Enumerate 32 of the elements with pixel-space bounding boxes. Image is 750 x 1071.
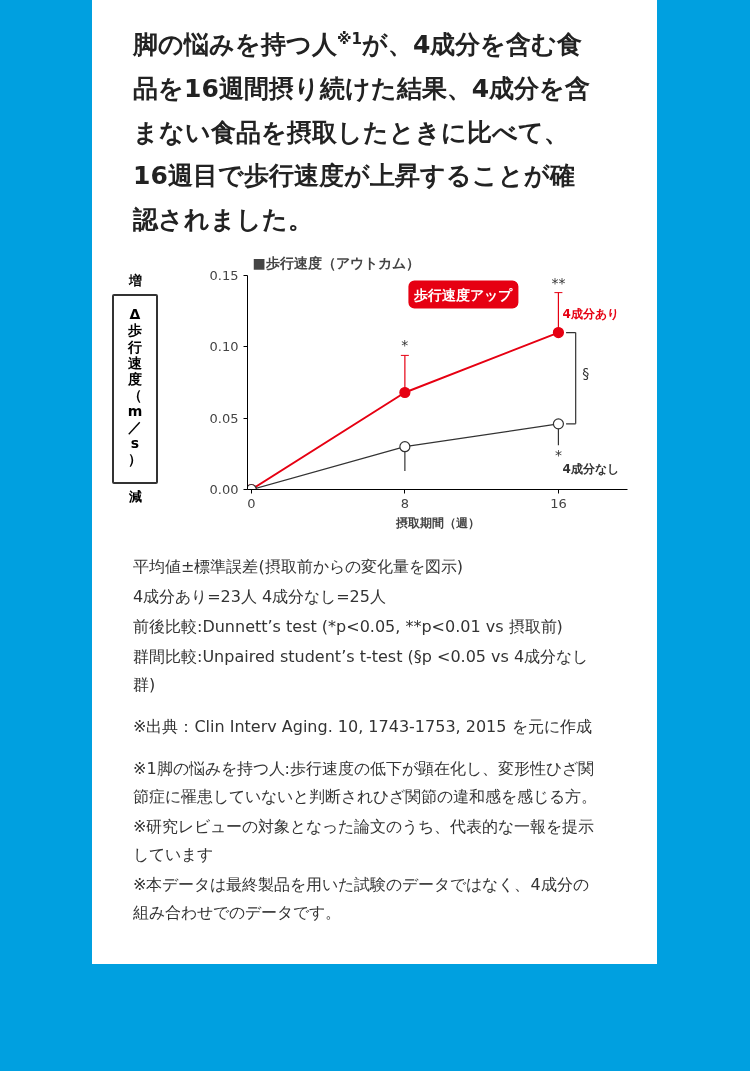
text: 群間比較:Unpaired student’s t-test (§p <0.05 vs 4成分なし群) (133, 645, 590, 696)
text: ※1脚の悩みを持つ人:歩行速度の低下が顕在化し、変形性ひざ関節症に罹患していないと判断されひざ関節の違和感を感じる方。 (133, 757, 597, 808)
text: 増 (127, 271, 143, 290)
x-tick-label: 0 (247, 495, 256, 511)
x-axis-title: 摂取期間（週） (394, 515, 480, 530)
x-tick-label: 16 (550, 495, 567, 511)
series-label: 4成分あり (562, 306, 619, 321)
text: ※本データは最終製品を用いた試験のデータではなく、4成分の組み合わせでのデータです。 (133, 873, 590, 924)
y-tick-label: 0.10 (209, 339, 239, 355)
chart-subtitle: ■歩行速度（アウトカム） (252, 254, 420, 271)
annotation: § (582, 364, 590, 381)
annotation: * (554, 447, 562, 464)
x-tick-label: 8 (400, 495, 410, 511)
y-tick-label: 0.05 (209, 410, 239, 426)
text: 4成分あり=23人 4成分なし=25人 (133, 585, 387, 608)
text: Δ歩行速度（m／s） (127, 306, 143, 468)
text: ※出典：Clin Interv Aging. 10, 1743-1753, 2015 を元に作成 (133, 715, 593, 738)
text: ※研究レビューの対象となった論文のうち、代表的な一報を提示しています (133, 815, 596, 866)
text: 平均値±標準誤差(摂取前からの変化量を図示) (133, 555, 464, 578)
text: 減 (127, 488, 143, 507)
text: 前後比較:Dunnett’s test (*p<0.05, **p<0.01 vs 摂取前) (133, 615, 564, 638)
annotation: 歩行速度アップ (413, 286, 514, 303)
point (399, 386, 411, 398)
point (552, 418, 565, 430)
point (399, 440, 411, 453)
y-tick-label: 0.15 (209, 267, 239, 283)
point (552, 326, 565, 338)
text: 4成分なし (562, 461, 619, 476)
annotation: ** (551, 274, 566, 291)
chart-title: 脚の悩みを持つ人$^{※1}$が、4成分を含む食品を16週間摂り続けた結果、4成分を含まない食品を摂取したときに比べて、16週目で歩行速度が上昇することが確認されました。 (133, 28, 592, 236)
y-tick-label: 0.00 (209, 481, 239, 497)
annotation: * (401, 337, 409, 354)
